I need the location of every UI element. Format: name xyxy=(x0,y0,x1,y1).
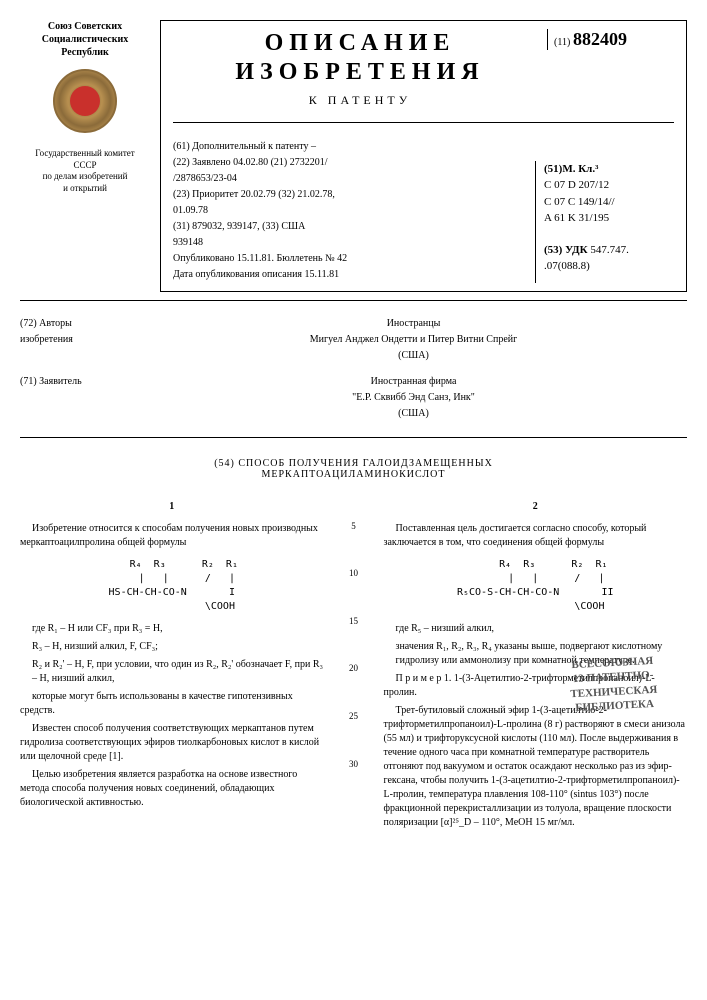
col1-p3: Известен способ получения соответствующи… xyxy=(20,722,324,764)
author-names: Мигуел Анджел Ондетти и Питер Витни Спре… xyxy=(140,332,687,348)
udk-label: (53) УДК xyxy=(544,244,588,256)
col1-where1: где R₁ – H или CF₃ при R₃ = H, xyxy=(20,622,324,636)
author-country1: (США) xyxy=(140,348,687,364)
applicant-label: (71) Заявитель xyxy=(20,374,120,422)
library-stamp: ВСЕСОЮЗНАЯ 13 ПАТЕНТНО- ТЕХНИЧЕСКАЯ БИБЛ… xyxy=(569,653,659,715)
mkl-label: (51)М. Кл.³ xyxy=(544,161,674,178)
formula-1: R₄ R₃ R₂ R₁ | | / | HS-CH-CH-CO-N I \COO… xyxy=(20,558,324,614)
doc-title: ОПИСАНИЕ ИЗОБРЕТЕНИЯ xyxy=(173,29,547,87)
meta-22: (22) Заявлено 04.02.80 (21) 2732201/ /28… xyxy=(173,155,525,187)
meta-23: (23) Приоритет 20.02.79 (32) 21.02.78, 0… xyxy=(173,187,525,219)
column-1: 1 Изобретение относится к способам получ… xyxy=(20,500,324,834)
meta-pub: Опубликовано 15.11.81. Бюллетень № 42 xyxy=(173,251,525,267)
col2-p2: Трет-бутиловый сложный эфир 1-(3-ацетилт… xyxy=(384,704,688,830)
foreigners-label: Иностранцы xyxy=(140,316,687,332)
col1-p2: которые могут быть использованы в качест… xyxy=(20,690,324,718)
col2-p1: Поставленная цель достигается согласно с… xyxy=(384,522,688,550)
authors-label: (72) Авторы изобретения xyxy=(20,316,120,364)
firm-country: (США) xyxy=(140,406,687,422)
meta-31: (31) 879032, 939147, (33) США 939148 xyxy=(173,219,525,251)
ussr-emblem xyxy=(53,69,117,133)
col1-where2: R₃ – H, низший алкил, F, CF₃; xyxy=(20,640,324,654)
meta-61: (61) Дополнительный к патенту – xyxy=(173,139,525,155)
title-box: ОПИСАНИЕ ИЗОБРЕТЕНИЯ К ПАТЕНТУ (11) 8824… xyxy=(160,20,687,292)
authors-block: (72) Авторы изобретения Иностранцы Мигуе… xyxy=(20,316,687,422)
invention-title: (54) СПОСОБ ПОЛУЧЕНИЯ ГАЛОИДЗАМЕЩЕННЫХ М… xyxy=(20,458,687,480)
col1-where3: R₂ и R₂' – H, F, при условии, что один и… xyxy=(20,658,324,686)
patent-number: 882409 xyxy=(573,29,627,49)
col2-number: 2 xyxy=(384,500,688,514)
col1-number: 1 xyxy=(20,500,324,514)
firm-name: "Е.Р. Сквибб Энд Санз, Инк" xyxy=(140,390,687,406)
col1-p4: Целью изобретения является разработка на… xyxy=(20,768,324,810)
doc-subtitle: К ПАТЕНТУ xyxy=(173,93,547,108)
line-numbers: 5 10 15 20 25 30 xyxy=(344,500,364,834)
org-name: Союз Советских Социалистических Республи… xyxy=(20,20,150,59)
formula-2: R₄ R₃ R₂ R₁ | | / | R₅CO-S-CH-CH-CO-N II… xyxy=(384,558,688,614)
committee-name: Государственный комитет СССР по делам из… xyxy=(20,148,150,195)
col2-where1: где R₅ – низший алкил, xyxy=(384,622,688,636)
mkl-codes: C 07 D 207/12 C 07 C 149/14// A 61 K 31/… xyxy=(544,177,674,227)
firm-label: Иностранная фирма xyxy=(140,374,687,390)
col1-p1: Изобретение относится к способам получен… xyxy=(20,522,324,550)
patent-prefix: (11) xyxy=(554,37,570,48)
meta-pubdate: Дата опубликования описания 15.11.81 xyxy=(173,267,525,283)
